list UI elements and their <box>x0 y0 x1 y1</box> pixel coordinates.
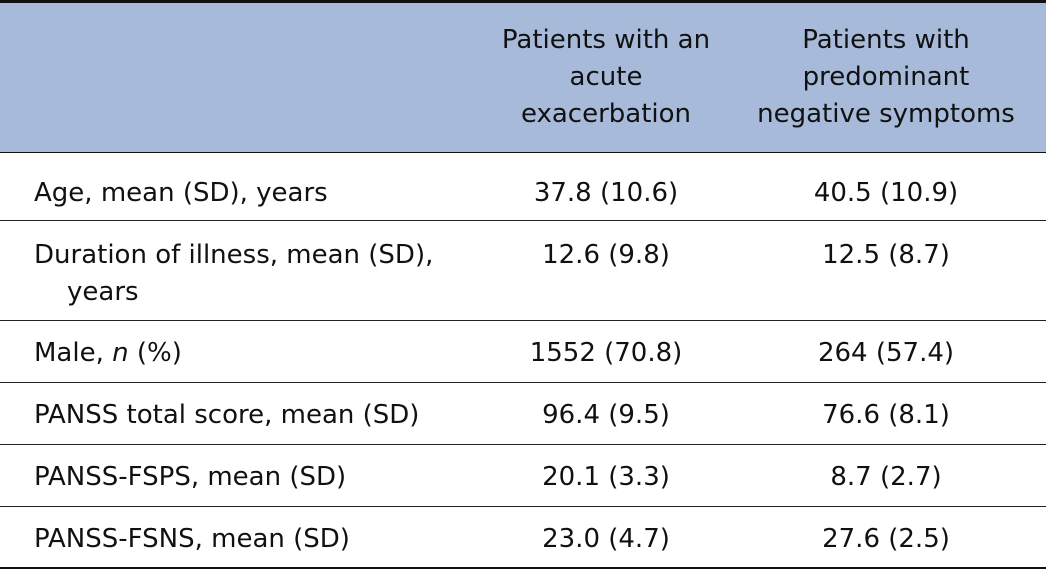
header-line: exacerbation <box>520 99 692 129</box>
cell-acute: 96.4 (9.5) <box>542 400 670 430</box>
header-line: negative symptoms <box>757 99 1015 129</box>
header-line: predominant <box>802 62 970 92</box>
row-label: Age, mean (SD), years <box>34 175 328 212</box>
row-label-text: PANSS-FSPS, mean (SD) <box>34 462 347 492</box>
table-row: PANSS-FSNS, mean (SD) 23.0 (4.7) 27.6 (2… <box>0 507 1046 569</box>
column-header-acute-exacerbation: Patients with an acute exacerbation <box>470 3 742 152</box>
row-label-text: Duration of illness, mean (SD), <box>34 240 434 270</box>
row-label: Duration of illness, mean (SD), years <box>34 237 433 311</box>
table-header: Patients with an acute exacerbation Pati… <box>0 3 1046 153</box>
table-row: Age, mean (SD), years 37.8 (10.6) 40.5 (… <box>0 153 1046 221</box>
cell-acute: 1552 (70.8) <box>529 338 683 368</box>
cell-negative: 8.7 (2.7) <box>830 462 942 492</box>
top-rule <box>0 0 1046 3</box>
row-label: Male, n (%) <box>34 335 182 372</box>
table-row: PANSS-FSPS, mean (SD) 20.1 (3.3) 8.7 (2.… <box>0 445 1046 507</box>
row-label-italic: n <box>112 338 129 368</box>
header-line: acute <box>569 62 643 92</box>
cell-acute: 20.1 (3.3) <box>542 462 670 492</box>
cell-negative: 27.6 (2.5) <box>822 524 950 554</box>
row-label-text: Male, <box>34 338 113 368</box>
cell-acute: 12.6 (9.8) <box>542 240 670 270</box>
cell-acute: 23.0 (4.7) <box>542 524 670 554</box>
table-row: Male, n (%) 1552 (70.8) 264 (57.4) <box>0 321 1046 383</box>
row-label-text: Age, mean (SD), years <box>34 178 328 208</box>
cell-acute: 37.8 (10.6) <box>533 178 679 208</box>
row-label: PANSS-FSPS, mean (SD) <box>34 459 346 496</box>
row-label-text: (%) <box>128 338 182 368</box>
column-header-negative-symptoms: Patients with predominant negative sympt… <box>748 3 1024 152</box>
cell-negative: 264 (57.4) <box>817 338 955 368</box>
row-label-continuation: years <box>67 277 139 307</box>
cell-negative: 12.5 (8.7) <box>822 240 950 270</box>
row-label-text: PANSS-FSNS, mean (SD) <box>34 524 350 554</box>
row-label: PANSS-FSNS, mean (SD) <box>34 521 350 558</box>
row-label: PANSS total score, mean (SD) <box>34 397 419 434</box>
cell-negative: 76.6 (8.1) <box>822 400 950 430</box>
table-row: Duration of illness, mean (SD), years 12… <box>0 221 1046 321</box>
cell-negative: 40.5 (10.9) <box>813 178 959 208</box>
row-label-text: PANSS total score, mean (SD) <box>34 400 420 430</box>
header-line: Patients with an <box>501 25 711 55</box>
table-row: PANSS total score, mean (SD) 96.4 (9.5) … <box>0 383 1046 445</box>
header-line: Patients with <box>802 25 970 55</box>
